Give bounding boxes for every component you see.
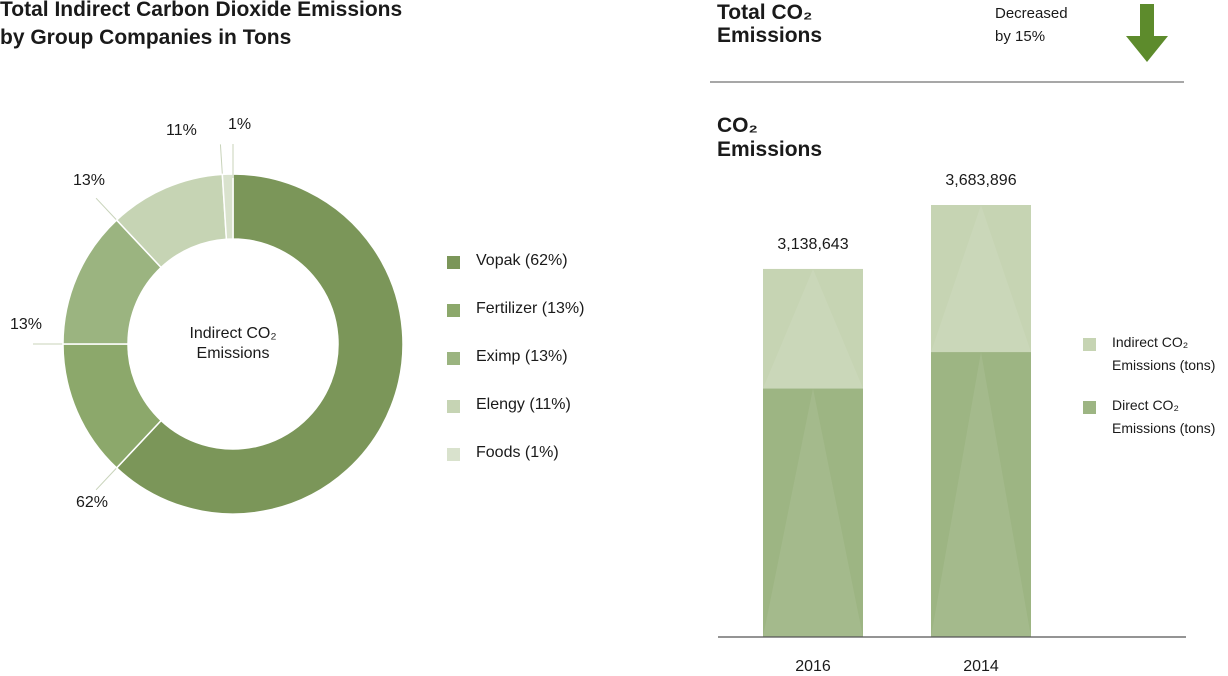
bar-texture: [763, 388, 863, 637]
total-label: 3,138,643: [777, 236, 848, 253]
legend-swatch: [447, 400, 460, 413]
header-title: Total CO₂ Emissions: [717, 1, 822, 47]
legend-label: Elengy (11%): [476, 396, 571, 413]
bar-segment: [763, 268, 863, 389]
total-label: 3,683,896: [945, 172, 1016, 189]
header-note: Decreased by 15%: [995, 5, 1068, 45]
donut-slice: [115, 173, 404, 515]
data-label: 11%: [166, 122, 197, 139]
legend-label: Direct CO₂ Emissions (tons): [1112, 397, 1215, 436]
legend-swatch: [447, 256, 460, 269]
leader-line: [219, 144, 224, 179]
data-label: 13%: [73, 172, 105, 189]
legend-swatch: [447, 304, 460, 317]
legend-swatch: [1083, 401, 1096, 414]
legend-label: Eximp (13%): [476, 348, 568, 365]
legend-swatch: [447, 448, 460, 461]
bar-segment: [763, 388, 863, 637]
x-tick-label: 2014: [963, 658, 999, 675]
legend-swatch: [447, 352, 460, 365]
data-label: 1%: [228, 116, 251, 133]
bar-segment: [931, 352, 1031, 637]
leader-line: [95, 197, 120, 224]
donut-slice: [221, 173, 234, 241]
chart-title: CO₂ Emissions: [717, 114, 822, 161]
leader-line: [95, 464, 120, 491]
bar-segment: [931, 205, 1031, 353]
x-tick-label: 2016: [795, 658, 831, 675]
bar-texture: [763, 268, 863, 389]
down-arrow-icon: [1126, 4, 1168, 62]
chart-title: Total Indirect Carbon Dioxide Emissions b…: [0, 0, 402, 49]
legend-label: Fertilizer (13%): [476, 300, 584, 317]
center-label: Indirect CO₂ Emissions: [189, 325, 276, 362]
bar-texture: [931, 205, 1031, 353]
legend-swatch: [1083, 338, 1096, 351]
legend-label: Indirect CO₂ Emissions (tons): [1112, 334, 1215, 373]
bar-texture: [931, 352, 1031, 637]
legend-label: Vopak (62%): [476, 252, 568, 269]
data-label: 62%: [76, 494, 108, 511]
data-label: 13%: [10, 316, 42, 333]
legend-label: Foods (1%): [476, 444, 559, 461]
